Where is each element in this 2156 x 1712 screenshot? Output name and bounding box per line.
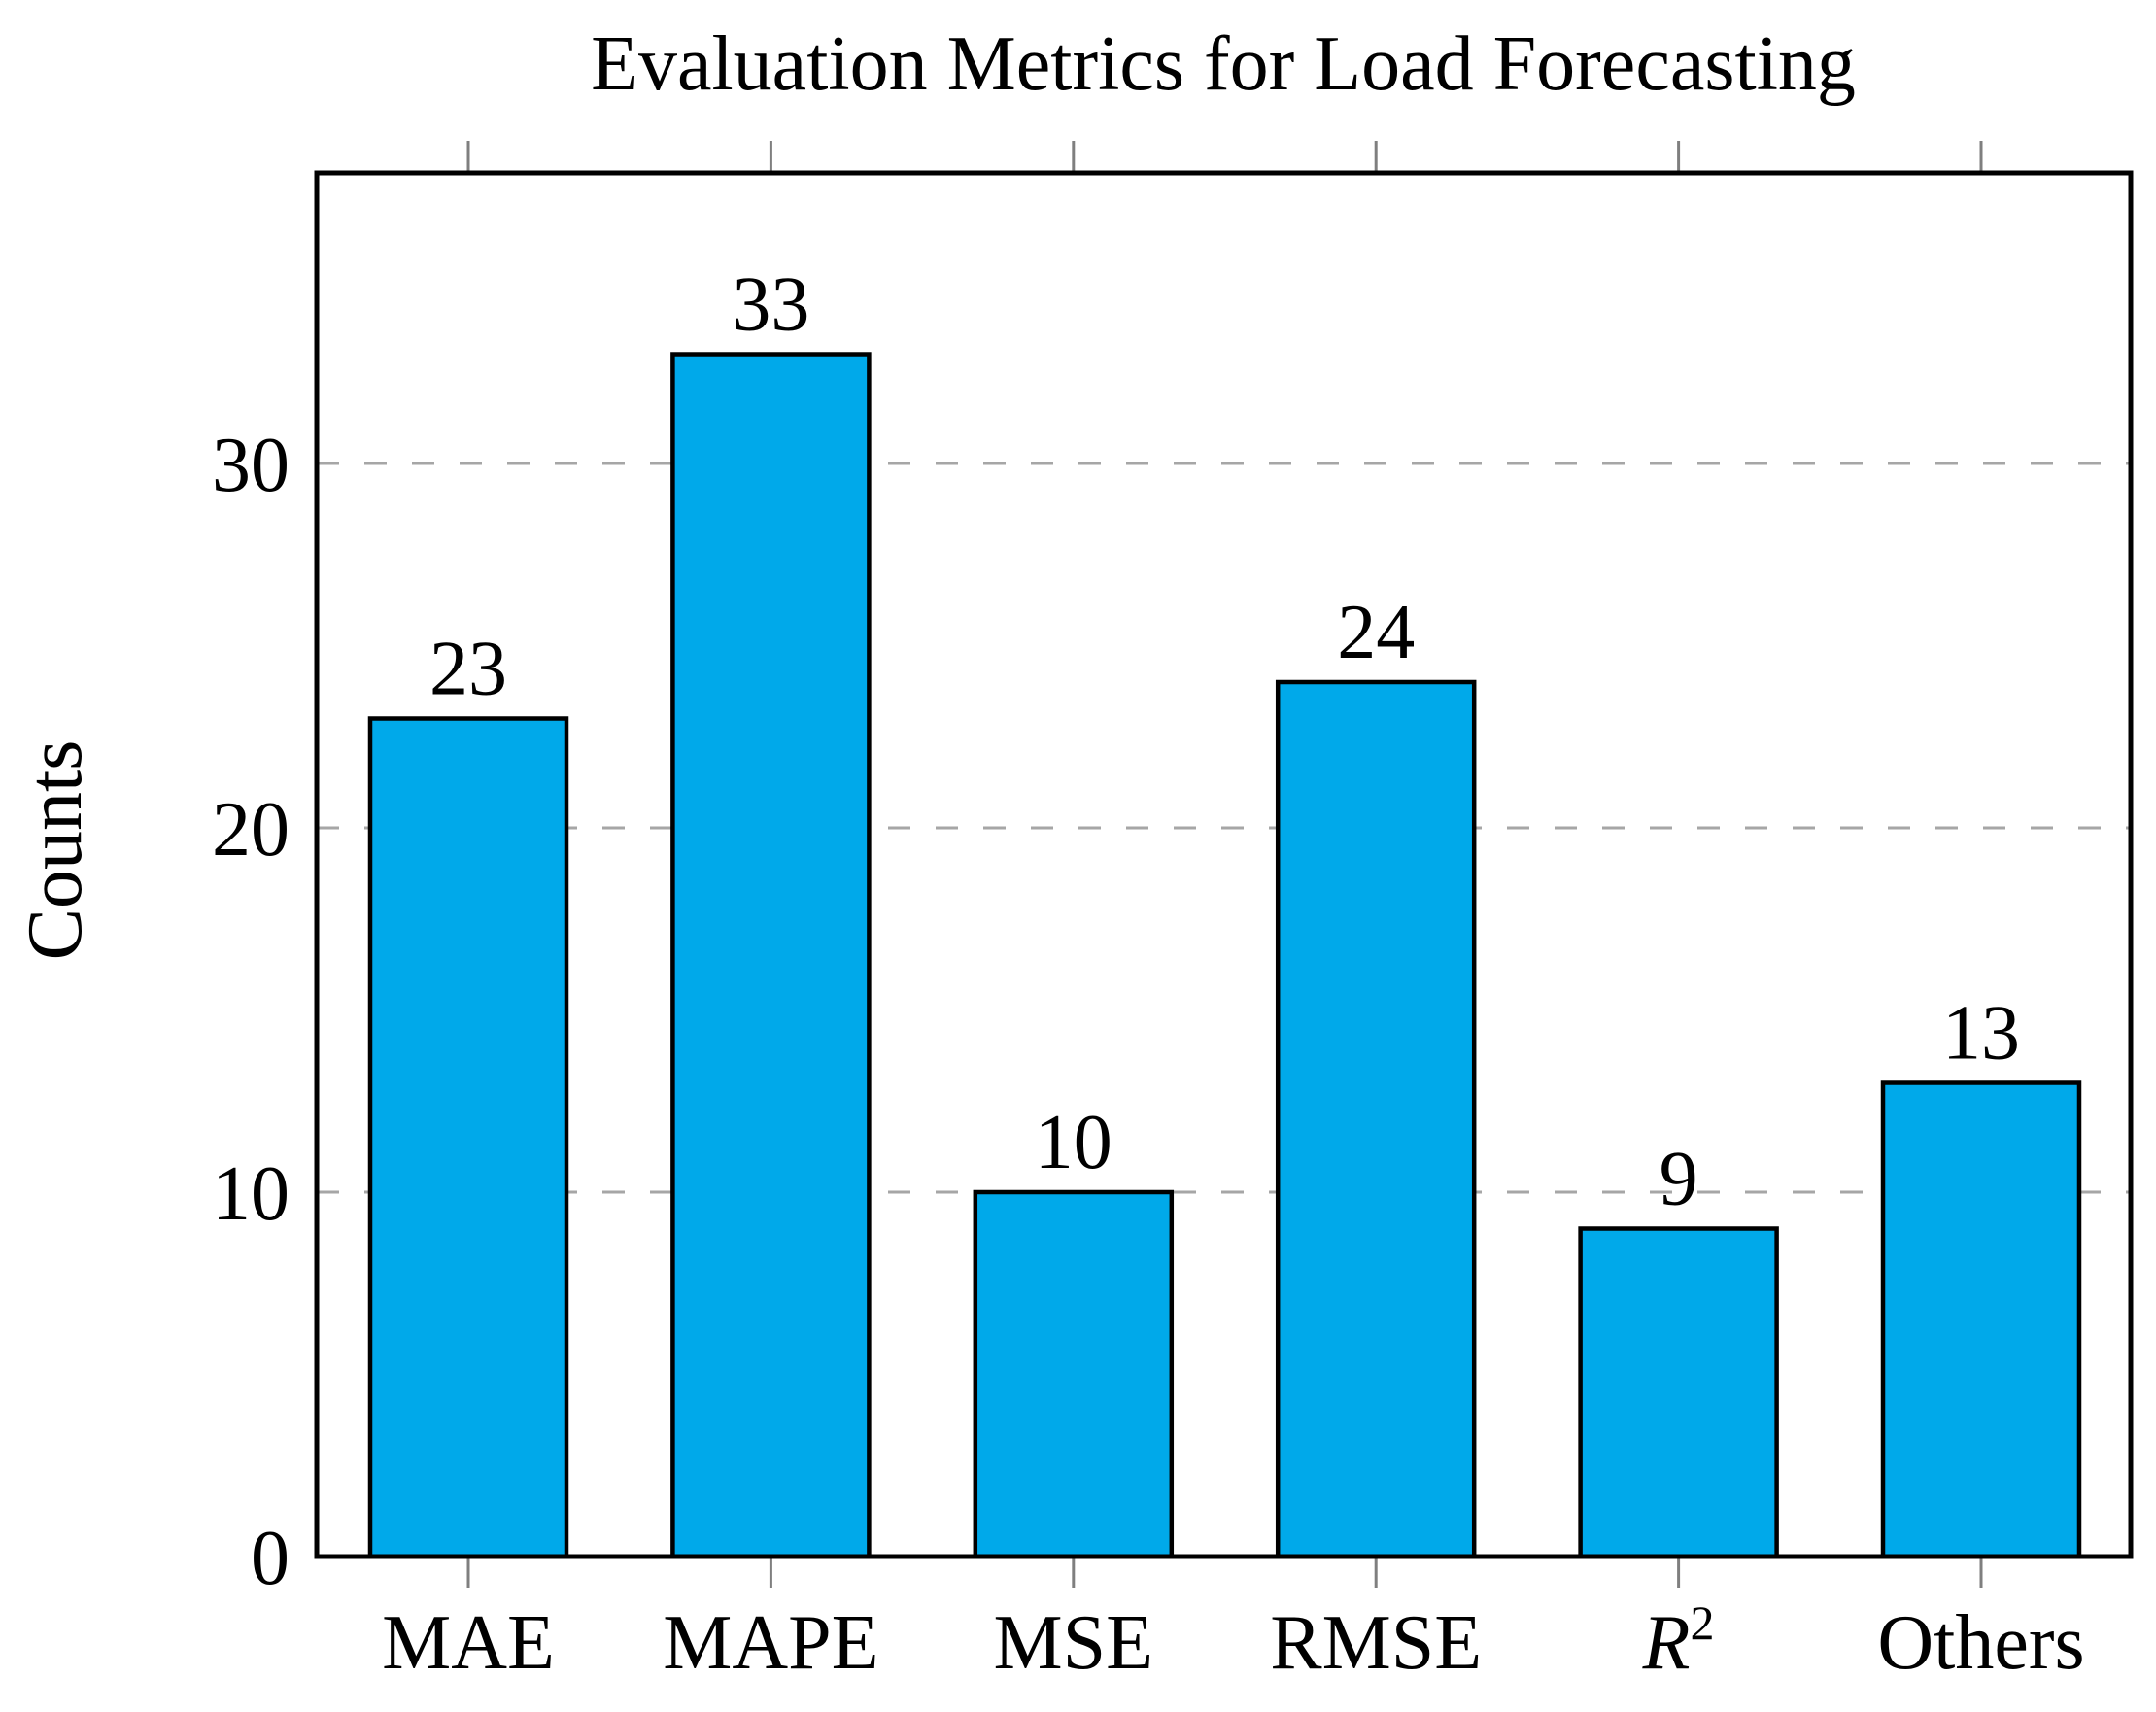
- gridlines-group: [317, 462, 2131, 1194]
- bar-MAPE: [670, 352, 872, 1559]
- y-tick-label-30: 30: [212, 423, 290, 508]
- bar-MSE: [973, 1189, 1175, 1559]
- bar-value-labels-group: 23 33 10 24 9 13: [429, 262, 2020, 1222]
- bars-group: [367, 352, 2082, 1559]
- bar-R²: [1578, 1226, 1779, 1559]
- y-tick-label-10: 10: [212, 1151, 290, 1237]
- bar-RMSE: [1275, 679, 1477, 1559]
- bar-value-label: 10: [1035, 1100, 1112, 1185]
- y-tick-label-0: 0: [251, 1516, 290, 1601]
- x-tick-label-MAE: MAE: [382, 1600, 555, 1686]
- y-tick-label-20: 20: [212, 787, 290, 873]
- bar-value-label: 13: [1942, 991, 2020, 1077]
- bar-MAE: [367, 716, 569, 1559]
- bar-value-label: 9: [1660, 1137, 1698, 1222]
- x-category-labels-group: MAE MAPE MSE RMSE R2 Others: [382, 1595, 2085, 1686]
- bar-value-label: 23: [429, 627, 507, 712]
- chart-title: Evaluation Metrics for Load Forecasting: [591, 21, 1856, 107]
- bar-value-label: 24: [1337, 590, 1415, 675]
- x-tick-label-Others: Others: [1877, 1600, 2084, 1686]
- x-tick-label-RMSE: RMSE: [1270, 1600, 1482, 1686]
- tick-marks-group: [466, 141, 1983, 1588]
- y-tick-labels-group: 0 10 20 30: [212, 423, 290, 1601]
- x-tick-label-MSE: MSE: [994, 1600, 1154, 1686]
- bar-Others: [1880, 1080, 2082, 1559]
- y-axis-label: Counts: [13, 740, 98, 961]
- x-tick-label-R²: R2: [1642, 1595, 1715, 1686]
- x-tick-label-MAPE: MAPE: [663, 1600, 878, 1686]
- plot-border: [314, 170, 2134, 1559]
- bar-value-label: 33: [732, 262, 809, 348]
